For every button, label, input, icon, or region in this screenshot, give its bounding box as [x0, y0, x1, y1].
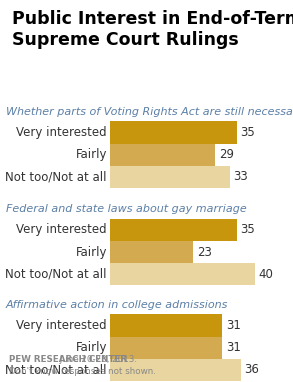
Text: Fairly: Fairly — [75, 148, 107, 161]
Text: Very interested: Very interested — [16, 126, 107, 139]
Text: Very interested: Very interested — [16, 223, 107, 236]
Text: Don't know responses not shown.: Don't know responses not shown. — [9, 367, 156, 376]
Text: Federal and state laws about gay marriage: Federal and state laws about gay marriag… — [6, 204, 247, 214]
Text: Fairly: Fairly — [75, 341, 107, 354]
Text: 35: 35 — [241, 223, 255, 236]
Bar — [110, 337, 222, 359]
Bar — [110, 166, 230, 188]
Bar — [110, 314, 222, 337]
Text: Not too/Not at all: Not too/Not at all — [6, 363, 107, 376]
Bar — [110, 219, 237, 241]
Bar — [110, 241, 193, 263]
Text: PEW RESEARCH CENTER: PEW RESEARCH CENTER — [9, 354, 127, 364]
Text: 29: 29 — [219, 148, 234, 161]
Bar — [110, 121, 237, 144]
Text: Public Interest in End-of-Term
Supreme Court Rulings: Public Interest in End-of-Term Supreme C… — [12, 10, 293, 49]
Text: 33: 33 — [233, 170, 248, 183]
Text: 31: 31 — [226, 319, 241, 332]
Bar — [110, 144, 215, 166]
Text: Fairly: Fairly — [75, 246, 107, 259]
Text: Not too/Not at all: Not too/Not at all — [6, 170, 107, 183]
Bar — [110, 359, 241, 381]
Text: 40: 40 — [258, 268, 273, 281]
Text: Affirmative action in college admissions: Affirmative action in college admissions — [6, 300, 228, 310]
Bar — [110, 263, 255, 285]
Text: 23: 23 — [197, 246, 212, 259]
Text: Very interested: Very interested — [16, 319, 107, 332]
Text: Whether parts of Voting Rights Act are still necessary: Whether parts of Voting Rights Act are s… — [6, 107, 293, 117]
Text: June 20-23, 2013.: June 20-23, 2013. — [57, 354, 137, 364]
Text: Not too/Not at all: Not too/Not at all — [6, 268, 107, 281]
Text: 31: 31 — [226, 341, 241, 354]
Text: 35: 35 — [241, 126, 255, 139]
Text: 36: 36 — [244, 363, 259, 376]
